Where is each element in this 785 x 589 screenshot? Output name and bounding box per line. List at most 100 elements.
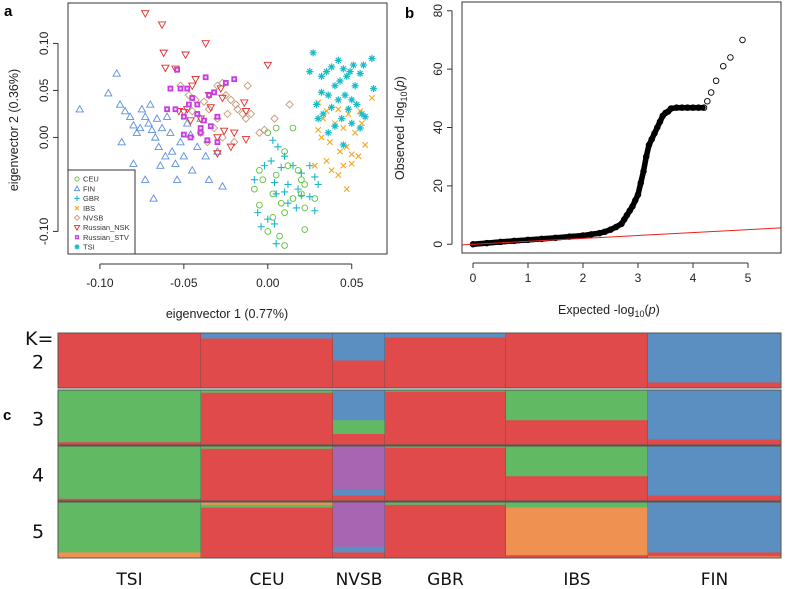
- y-tick-label: 60: [431, 62, 445, 76]
- qq-point: [607, 226, 614, 233]
- ancestry-block-green: [385, 502, 506, 506]
- data-point: [129, 159, 138, 167]
- ancestry-block-red: [201, 507, 333, 559]
- data-point: [161, 64, 170, 73]
- ancestry-block-red: [506, 333, 648, 389]
- data-point: [155, 161, 165, 169]
- data-point: [311, 195, 319, 202]
- ancestry-block-blue: [201, 333, 333, 339]
- data-point: [159, 49, 169, 58]
- data-point: [344, 105, 352, 113]
- data-point: [349, 61, 358, 69]
- legend-label: Russian_STV: [83, 233, 129, 242]
- qq-point: [629, 203, 636, 210]
- cross-icon: [74, 205, 80, 211]
- data-point: [184, 85, 191, 92]
- data-point: [326, 139, 334, 146]
- data-point: [254, 209, 262, 217]
- data-point: [150, 132, 160, 141]
- data-point: [368, 54, 376, 63]
- data-point: [324, 91, 332, 99]
- data-point: [186, 117, 195, 126]
- qq-point: [634, 191, 642, 198]
- data-point: [277, 199, 285, 207]
- data-point: [274, 143, 282, 151]
- data-point: [336, 148, 344, 155]
- legend-label: IBS: [83, 204, 95, 213]
- plot-frame-b: [461, 1, 782, 254]
- x-axis-label-a: eigenvector 1 (0.77%): [166, 307, 288, 321]
- square-marker-center: [196, 112, 199, 116]
- data-point: [306, 68, 314, 76]
- data-point: [167, 147, 177, 155]
- data-point: [297, 192, 305, 200]
- data-point: [301, 226, 309, 233]
- ancestry-block-red: [648, 552, 781, 557]
- data-point: [311, 162, 318, 169]
- data-point: [301, 181, 309, 188]
- data-point: [75, 104, 85, 113]
- ancestry-block-red: [506, 555, 648, 559]
- square-marker-center: [179, 87, 182, 90]
- data-point: [369, 84, 378, 93]
- pca-axes: -0.10 -0.05 0.00 0.05 -0.10 0.00 0.05 0.10: [37, 31, 364, 290]
- data-point: [164, 106, 170, 113]
- ancestry-block-green: [385, 390, 506, 392]
- data-point: [177, 85, 184, 92]
- admixture-row-k4: 4: [32, 445, 782, 502]
- data-point: [179, 108, 189, 117]
- k-value-label: 3: [32, 409, 44, 431]
- data-point: [327, 63, 336, 71]
- data-point: [103, 88, 113, 97]
- data-point: [186, 101, 192, 108]
- x-tick-label: -0.05: [170, 276, 198, 290]
- ancestry-block-red: [333, 434, 385, 446]
- plot-frame-a: [67, 2, 388, 255]
- ancestry-block-red: [333, 360, 385, 389]
- ancestry-block-green: [201, 446, 333, 450]
- qq-point: [637, 179, 645, 187]
- admixture-rows: 2 3 4 5: [32, 332, 782, 559]
- data-point: [229, 129, 239, 138]
- legend-label: TSI: [83, 243, 95, 252]
- data-point: [223, 109, 232, 119]
- ancestry-block-purple: [333, 502, 385, 548]
- data-point: [340, 124, 347, 132]
- ancestry-block-green: [201, 504, 333, 508]
- data-point: [161, 151, 170, 160]
- legend-item-nvsb: NVSB: [73, 214, 103, 223]
- data-point: [216, 85, 226, 94]
- data-point: [207, 123, 214, 130]
- data-point: [318, 134, 325, 141]
- data-point: [187, 165, 197, 174]
- y-tick-label: 0.00: [37, 125, 51, 149]
- legend-box: [67, 169, 136, 255]
- k-prefix-label: K=: [25, 328, 53, 350]
- qq-point: [538, 235, 546, 243]
- data-point: [246, 109, 256, 119]
- data-point: [201, 117, 207, 124]
- y-tick-label: 0.10: [37, 31, 51, 55]
- ancestry-block-green: [506, 390, 648, 421]
- ancestry-block-orange: [201, 502, 333, 506]
- data-point: [314, 115, 322, 123]
- x-tick-label: 3: [635, 271, 642, 285]
- qq-point: [656, 118, 664, 125]
- ancestry-block-orange: [58, 552, 201, 559]
- data-point: [181, 51, 190, 60]
- ancestry-block-blue: [333, 546, 385, 553]
- qq-point: [712, 77, 720, 85]
- legend-item-gbr: GBR: [74, 194, 100, 203]
- data-point: [167, 85, 174, 92]
- population-label-fin: FIN: [701, 570, 729, 589]
- square-marker-center: [207, 94, 211, 97]
- data-point: [336, 77, 344, 85]
- ancestry-block-red: [648, 382, 781, 389]
- data-point: [250, 176, 258, 184]
- row-frame: [57, 501, 782, 559]
- data-point: [251, 185, 258, 193]
- y-tick-label: -0.10: [37, 217, 51, 245]
- data-point: [256, 167, 263, 174]
- admixture-row-k5: 5: [32, 501, 782, 559]
- data-point: [339, 65, 347, 73]
